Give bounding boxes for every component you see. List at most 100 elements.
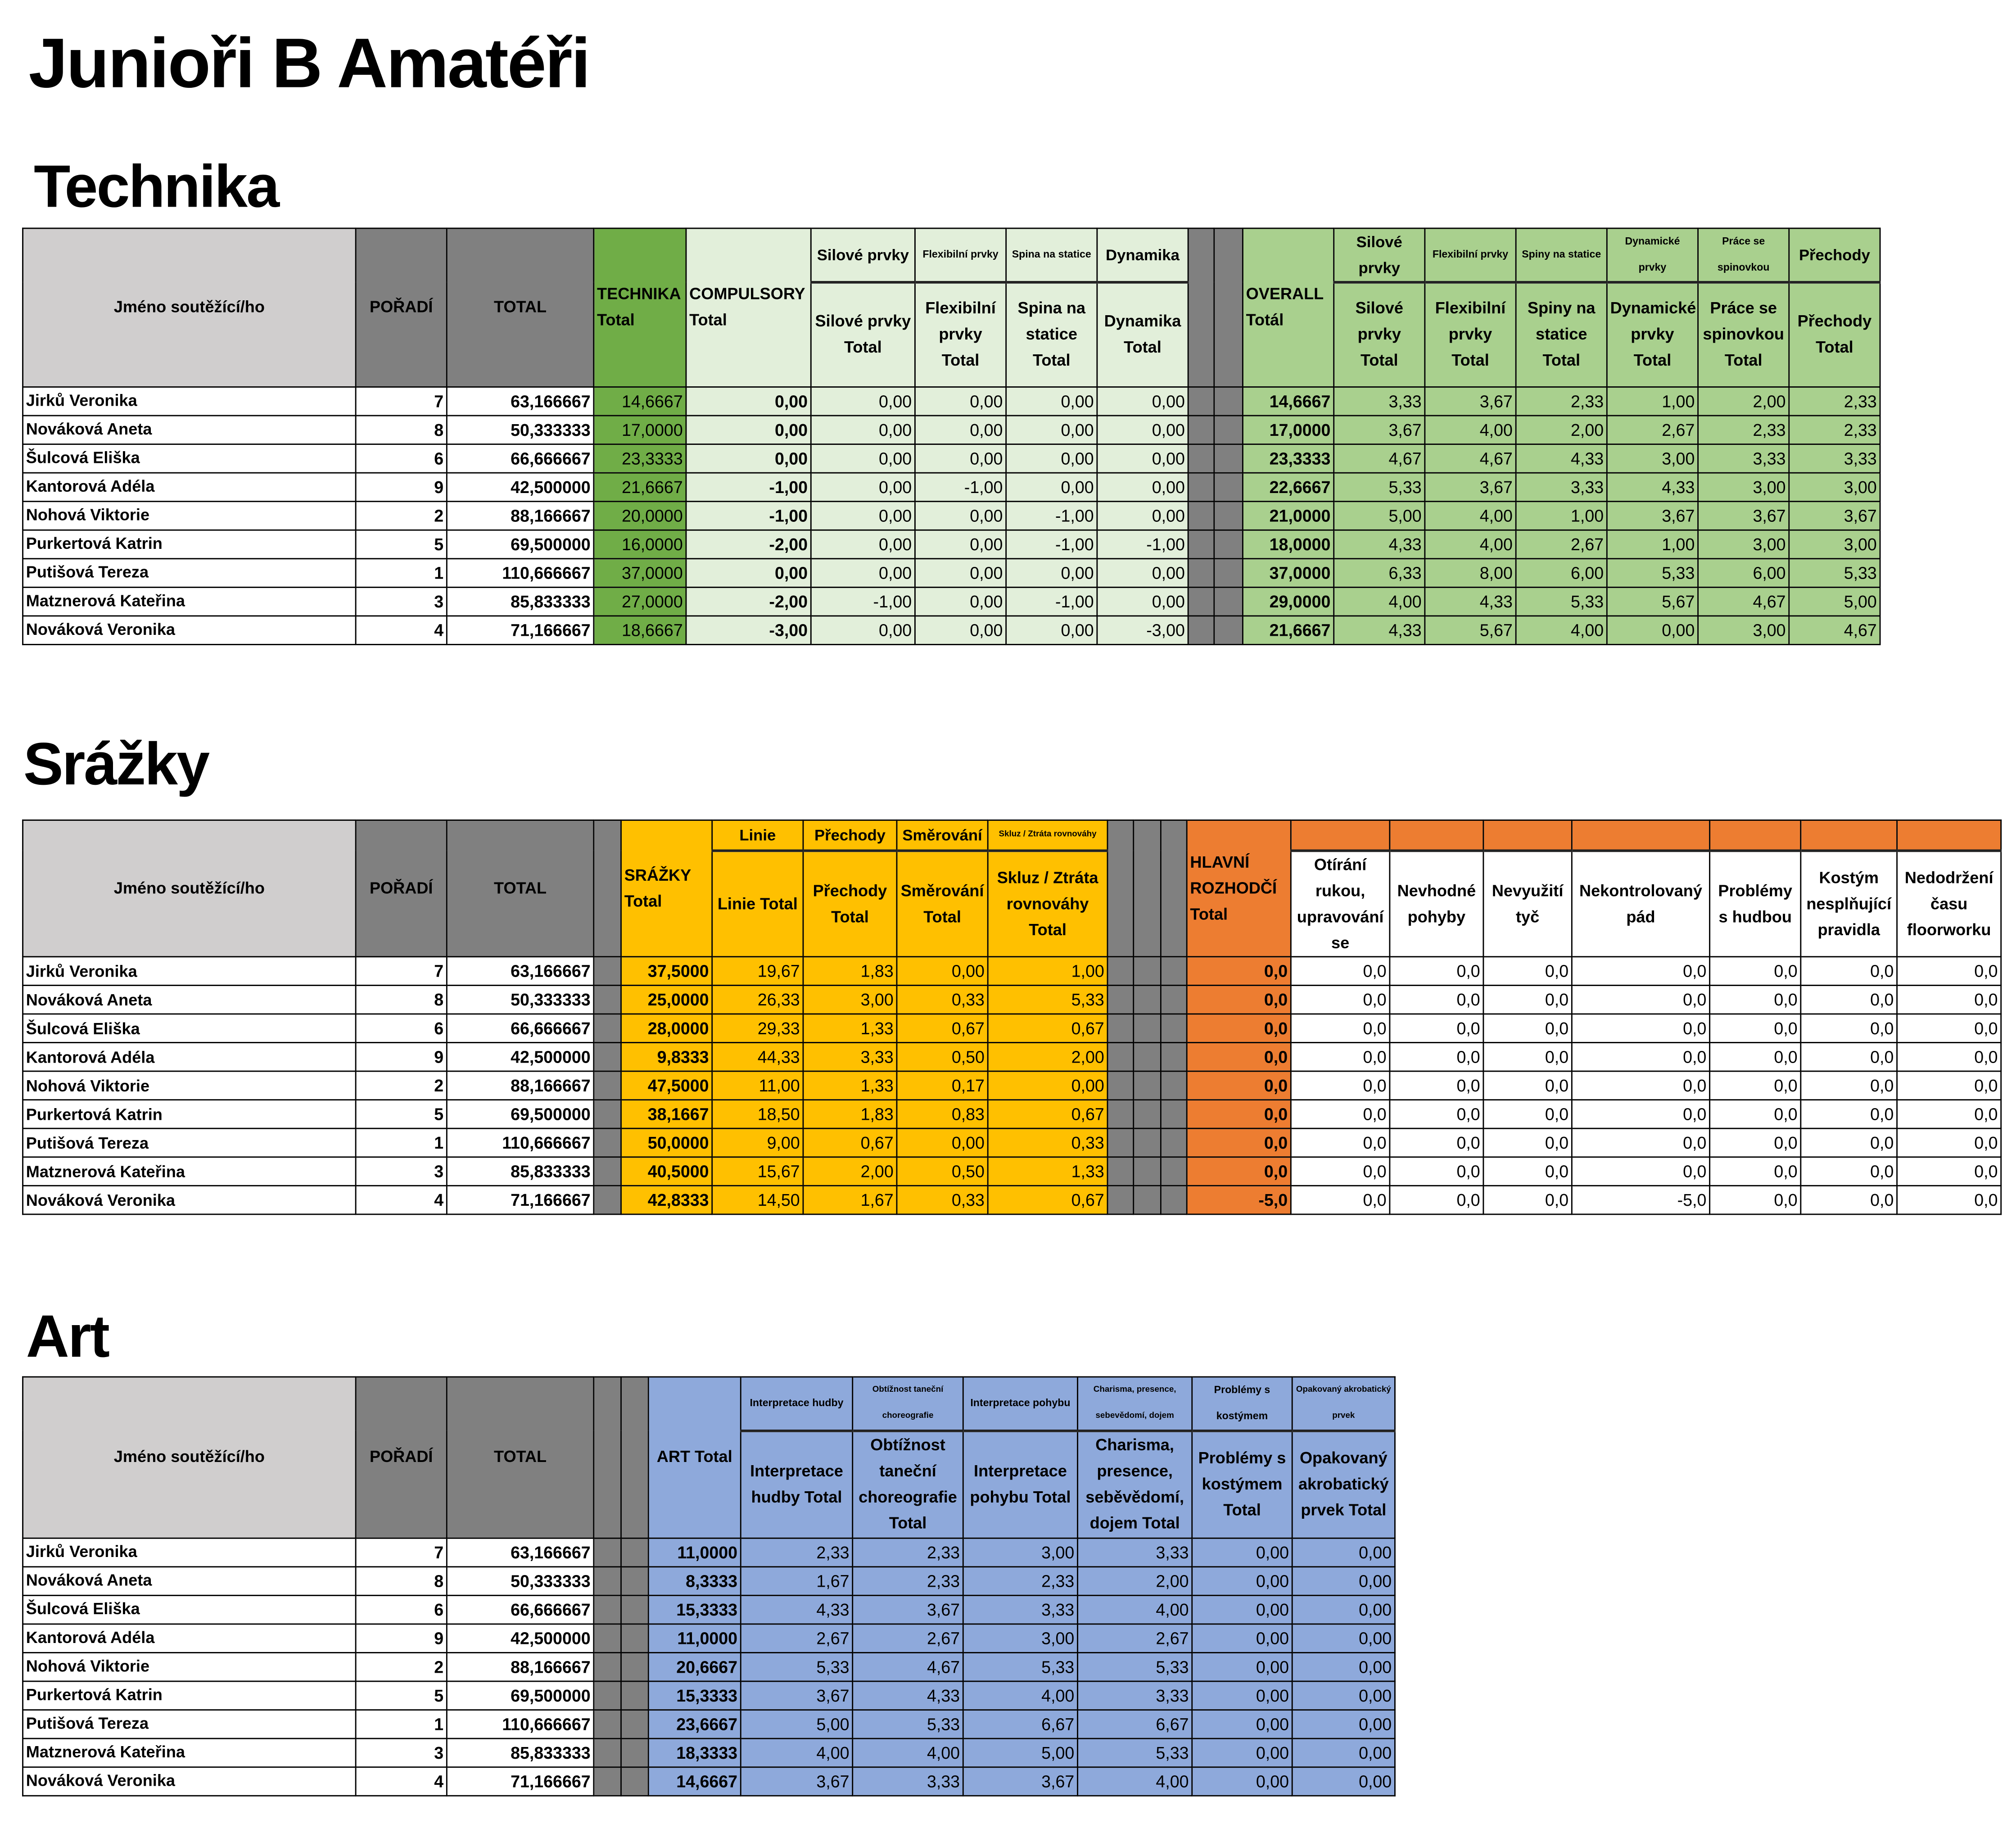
score-cell[interactable]: 0,0 (1186, 956, 1292, 986)
score-cell[interactable]: 0,00 (1291, 1680, 1396, 1710)
contestant-name-cell[interactable]: Jirků Veronika (22, 385, 357, 416)
rank-cell[interactable]: 3 (355, 1737, 447, 1767)
score-cell[interactable]: 0,00 (1291, 1737, 1396, 1767)
contestant-name-cell[interactable]: Matznerová Kateřina (22, 1156, 357, 1186)
score-cell[interactable]: 3,67 (1606, 500, 1699, 530)
contestant-name-cell[interactable]: Putišová Tereza (22, 557, 357, 588)
contestant-name-cell[interactable]: Matznerová Kateřina (22, 586, 357, 616)
score-cell[interactable]: 3,33 (1333, 385, 1426, 416)
score-cell[interactable]: 4,67 (1697, 586, 1790, 616)
score-cell[interactable]: 5,33 (1606, 557, 1699, 588)
score-cell[interactable]: 25,0000 (620, 984, 713, 1015)
score-cell[interactable]: 0,0 (1709, 1099, 1802, 1129)
score-cell[interactable]: 4,00 (740, 1737, 854, 1767)
total-cell[interactable]: 69,500000 (446, 1680, 595, 1710)
score-cell[interactable]: 3,33 (1788, 443, 1881, 473)
score-cell[interactable]: 3,33 (1077, 1537, 1193, 1567)
score-cell[interactable]: 1,00 (1515, 500, 1608, 530)
contestant-name-cell[interactable]: Šulcová Eliška (22, 443, 357, 473)
score-cell[interactable]: 0,00 (1096, 557, 1189, 588)
score-cell[interactable]: 4,67 (1333, 443, 1426, 473)
score-cell[interactable]: 0,00 (810, 557, 916, 588)
score-cell[interactable]: 3,33 (962, 1594, 1078, 1624)
score-cell[interactable]: 0,00 (1096, 414, 1189, 444)
total-cell[interactable]: 66,666667 (446, 1013, 595, 1043)
score-cell[interactable]: 0,0 (1483, 984, 1573, 1015)
score-cell[interactable]: 2,33 (1788, 385, 1881, 416)
score-cell[interactable]: 0,00 (1291, 1594, 1396, 1624)
rank-cell[interactable]: 1 (355, 1708, 447, 1739)
score-cell[interactable]: 37,0000 (593, 557, 687, 588)
score-cell[interactable]: 4,00 (962, 1680, 1078, 1710)
score-cell[interactable]: 29,0000 (1242, 586, 1335, 616)
score-cell[interactable]: 17,0000 (593, 414, 687, 444)
score-cell[interactable]: 8,00 (1424, 557, 1517, 588)
contestant-name-cell[interactable]: Nováková Aneta (22, 414, 357, 444)
score-cell[interactable]: -1,00 (685, 471, 812, 502)
contestant-name-cell[interactable]: Purkertová Katrin (22, 529, 357, 559)
score-cell[interactable]: 5,33 (1788, 557, 1881, 588)
score-cell[interactable]: 0,00 (1191, 1565, 1293, 1596)
score-cell[interactable]: 0,0 (1800, 1099, 1898, 1129)
total-cell[interactable]: 88,166667 (446, 1070, 595, 1101)
rank-cell[interactable]: 1 (355, 1127, 447, 1158)
score-cell[interactable]: 50,0000 (620, 1127, 713, 1158)
total-cell[interactable]: 85,833333 (446, 1737, 595, 1767)
score-cell[interactable]: 22,6667 (1242, 471, 1335, 502)
total-cell[interactable]: 71,166667 (446, 1765, 595, 1796)
score-cell[interactable]: 2,33 (852, 1565, 964, 1596)
contestant-name-cell[interactable]: Matznerová Kateřina (22, 1737, 357, 1767)
contestant-name-cell[interactable]: Nováková Aneta (22, 1565, 357, 1596)
score-cell[interactable]: 0,0 (1186, 984, 1292, 1015)
score-cell[interactable]: 0,0 (1896, 1185, 2002, 1215)
score-cell[interactable]: 0,00 (987, 1070, 1108, 1101)
contestant-name-cell[interactable]: Purkertová Katrin (22, 1099, 357, 1129)
score-cell[interactable]: -1,00 (685, 500, 812, 530)
score-cell[interactable]: 5,00 (962, 1737, 1078, 1767)
total-cell[interactable]: 69,500000 (446, 1099, 595, 1129)
score-cell[interactable]: 40,5000 (620, 1156, 713, 1186)
score-cell[interactable]: 18,6667 (593, 615, 687, 645)
score-cell[interactable]: 2,00 (1515, 414, 1608, 444)
score-cell[interactable]: 3,33 (852, 1765, 964, 1796)
score-cell[interactable]: 0,00 (1191, 1651, 1293, 1682)
score-cell[interactable]: 0,0 (1800, 1013, 1898, 1043)
score-cell[interactable]: 2,33 (1697, 414, 1790, 444)
score-cell[interactable]: 2,33 (1515, 385, 1608, 416)
score-cell[interactable]: 0,00 (810, 443, 916, 473)
score-cell[interactable]: 4,00 (1077, 1765, 1193, 1796)
score-cell[interactable]: 5,33 (1077, 1651, 1193, 1682)
score-cell[interactable]: 5,33 (1077, 1737, 1193, 1767)
score-cell[interactable]: 0,00 (896, 1127, 989, 1158)
score-cell[interactable]: 0,0 (1186, 1099, 1292, 1129)
score-cell[interactable]: 3,67 (740, 1765, 854, 1796)
score-cell[interactable]: 1,00 (1606, 529, 1699, 559)
score-cell[interactable]: 37,0000 (1242, 557, 1335, 588)
score-cell[interactable]: 4,33 (852, 1680, 964, 1710)
score-cell[interactable]: 0,17 (896, 1070, 989, 1101)
score-cell[interactable]: 3,67 (1788, 500, 1881, 530)
total-cell[interactable]: 42,500000 (446, 471, 595, 502)
score-cell[interactable]: 0,00 (914, 557, 1007, 588)
score-cell[interactable]: 42,8333 (620, 1185, 713, 1215)
score-cell[interactable]: 0,00 (1191, 1680, 1293, 1710)
total-cell[interactable]: 71,166667 (446, 1185, 595, 1215)
score-cell[interactable]: 0,00 (685, 414, 812, 444)
score-cell[interactable]: 1,00 (1606, 385, 1699, 416)
score-cell[interactable]: 2,00 (802, 1156, 898, 1186)
score-cell[interactable]: 0,00 (685, 385, 812, 416)
score-cell[interactable]: 47,5000 (620, 1070, 713, 1101)
score-cell[interactable]: 37,5000 (620, 956, 713, 986)
score-cell[interactable]: 0,00 (1606, 615, 1699, 645)
score-cell[interactable]: 0,00 (1191, 1708, 1293, 1739)
score-cell[interactable]: 0,0 (1800, 956, 1898, 986)
score-cell[interactable]: 14,6667 (647, 1765, 741, 1796)
score-cell[interactable]: 0,0 (1483, 956, 1573, 986)
score-cell[interactable]: 0,00 (914, 615, 1007, 645)
score-cell[interactable]: 4,00 (852, 1737, 964, 1767)
score-cell[interactable]: 20,6667 (647, 1651, 741, 1682)
rank-cell[interactable]: 5 (355, 529, 447, 559)
score-cell[interactable]: 0,00 (1191, 1537, 1293, 1567)
score-cell[interactable]: 0,0 (1896, 984, 2002, 1015)
score-cell[interactable]: 23,6667 (647, 1708, 741, 1739)
